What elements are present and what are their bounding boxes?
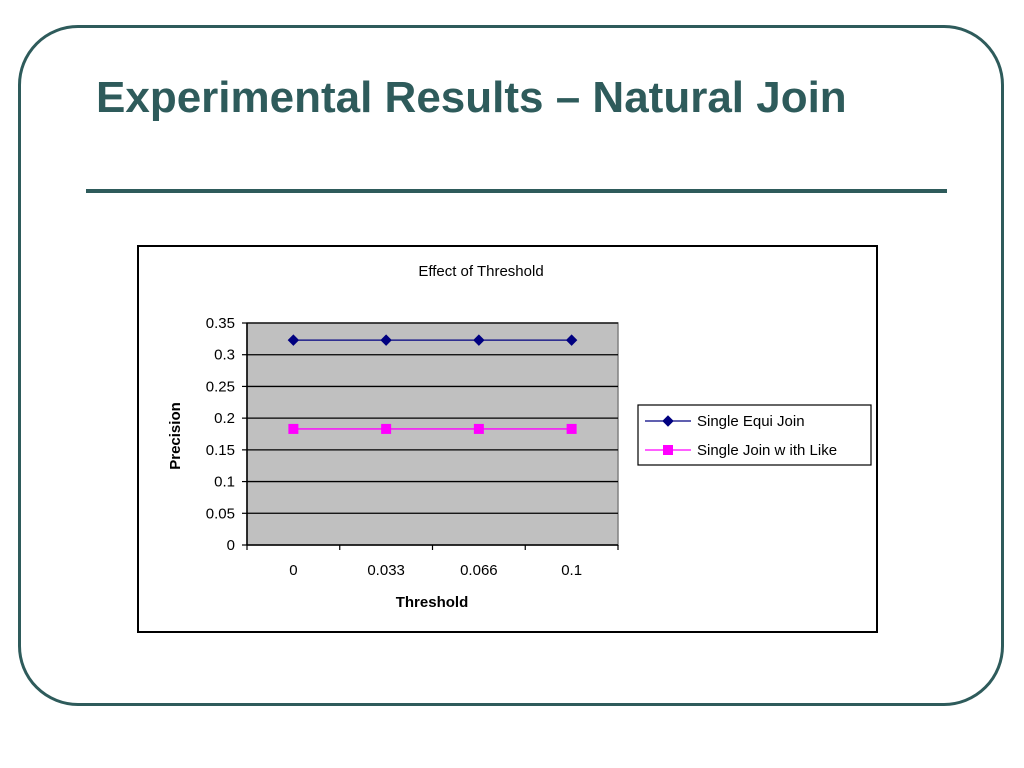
x-tick-label: 0.066 bbox=[460, 562, 498, 579]
legend-marker bbox=[663, 445, 673, 455]
data-point-marker bbox=[565, 334, 578, 346]
y-tick-label: 0.15 bbox=[206, 442, 235, 459]
plot-area bbox=[246, 322, 619, 546]
x-axis-title: Threshold bbox=[396, 594, 469, 611]
data-point-marker bbox=[566, 423, 577, 434]
gridlines bbox=[247, 322, 618, 514]
y-axis-ticks: 0 0.05 0.1 0.15 0.2 0.25 0.3 0.35 bbox=[206, 315, 247, 554]
title-underline bbox=[86, 189, 947, 193]
slide-frame bbox=[18, 25, 1004, 706]
data-point-marker bbox=[287, 334, 300, 346]
x-axis-ticks: 0 0.033 0.066 0.1 bbox=[246, 545, 619, 579]
chart-container: Effect of Threshold 0 0.05 0.1 0.15 0.2 0.25 0… bbox=[137, 245, 878, 633]
legend-label: Single Join w ith Like bbox=[697, 442, 837, 459]
y-tick-label: 0 bbox=[227, 537, 235, 554]
y-axis-title: Precision bbox=[167, 402, 184, 470]
y-tick-label: 0.3 bbox=[214, 347, 235, 364]
x-tick-label: 0.1 bbox=[561, 562, 582, 579]
series-2 bbox=[288, 423, 577, 434]
line-chart: Effect of Threshold 00.050.10.150.20.250… bbox=[167, 263, 872, 611]
legend-entry: Single Join w ith Like bbox=[645, 442, 837, 459]
chart-title: Effect of Threshold bbox=[418, 263, 543, 280]
y-tick-label: 0.2 bbox=[214, 410, 235, 427]
y-tick-label: 0.05 bbox=[206, 505, 235, 522]
series-layer bbox=[287, 334, 578, 434]
data-point-marker bbox=[381, 423, 392, 434]
x-tick-label: 0 bbox=[289, 562, 297, 579]
legend: Single Equi Join Single Join w ith Like bbox=[637, 404, 872, 466]
y-tick-label: 0.1 bbox=[214, 474, 235, 491]
legend-label: Single Equi Join bbox=[697, 413, 805, 430]
legend-entry: Single Equi Join bbox=[645, 413, 805, 430]
data-point-marker bbox=[473, 423, 484, 434]
y-tick-label: 0.35 bbox=[206, 315, 235, 332]
slide-title: Experimental Results – Natural Join bbox=[96, 73, 847, 122]
x-tick-label: 0.033 bbox=[367, 562, 405, 579]
data-point-marker bbox=[288, 423, 299, 434]
y-tick-label: 0.25 bbox=[206, 378, 235, 395]
data-point-marker bbox=[380, 334, 392, 346]
series-1 bbox=[287, 334, 578, 346]
legend-box bbox=[637, 404, 872, 466]
legend-marker bbox=[662, 415, 674, 427]
data-point-marker bbox=[473, 334, 485, 346]
